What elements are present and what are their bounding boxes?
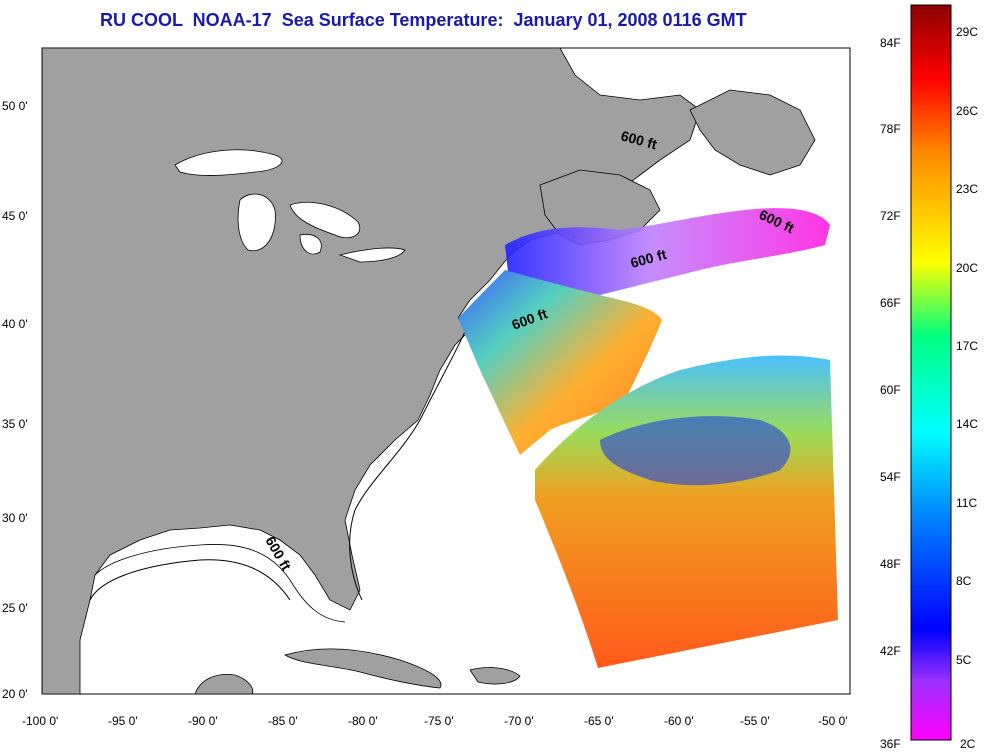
lat-label: 50 0' [2, 99, 28, 113]
f-label: 78F [880, 122, 901, 136]
lon-label: -100 0' [22, 714, 58, 728]
c-label: 26C [956, 104, 978, 118]
great-lakes [174, 149, 406, 263]
f-label: 42F [880, 644, 901, 658]
colorbar-c-labels: 29C 26C 23C 20C 17C 14C 11C 8C 5C 2C [956, 25, 978, 751]
lon-label: -55 0' [740, 714, 770, 728]
lon-label: -75 0' [424, 714, 454, 728]
lon-label: -95 0' [108, 714, 138, 728]
grid-ticks [41, 48, 851, 694]
lon-label: -50 0' [818, 714, 848, 728]
f-label: 36F [880, 737, 901, 751]
lat-label: 20 0' [2, 687, 28, 701]
f-label: 66F [880, 296, 901, 310]
f-label: 84F [880, 36, 901, 50]
lon-label: -70 0' [504, 714, 534, 728]
lat-label: 45 0' [2, 209, 28, 223]
sst-cold-patches [600, 416, 791, 486]
land-cuba [284, 648, 442, 689]
lon-label: -65 0' [584, 714, 614, 728]
lat-label: 30 0' [2, 511, 28, 525]
c-label: 29C [956, 25, 978, 39]
land-hispaniola [469, 667, 521, 685]
land-north-america [41, 47, 701, 695]
lat-label: 25 0' [2, 601, 28, 615]
land-newfoundland [689, 89, 816, 176]
lon-label: -80 0' [348, 714, 378, 728]
shelf-contour [349, 319, 471, 601]
c-label: 8C [956, 574, 972, 588]
c-label: 20C [956, 261, 978, 275]
colorbar-f-labels: 84F 78F 72F 66F 60F 54F 48F 42F 36F [880, 36, 901, 751]
c-label: 5C [956, 653, 972, 667]
c-label: 17C [956, 339, 978, 353]
colorbar [910, 4, 952, 741]
c-label: 23C [956, 182, 978, 196]
sst-swath-gulfstream [458, 270, 662, 455]
gulf-contour [89, 559, 291, 601]
lat-label: 40 0' [2, 317, 28, 331]
f-label: 54F [880, 470, 901, 484]
c-label: 14C [956, 417, 978, 431]
lon-label: -85 0' [268, 714, 298, 728]
latitude-labels: 50 0' 45 0' 40 0' 35 0' 30 0' 25 0' 20 0… [2, 99, 28, 701]
f-label: 48F [880, 557, 901, 571]
lat-label: 35 0' [2, 417, 28, 431]
lon-label: -60 0' [664, 714, 694, 728]
c-label: 2C [960, 737, 976, 751]
florida-shelf [94, 544, 346, 623]
land-yucatan [194, 673, 254, 695]
c-label: 11C [956, 496, 977, 510]
sst-swath-north [505, 208, 830, 302]
map-title: RU COOL NOAA-17 Sea Surface Temperature:… [100, 10, 747, 30]
f-label: 72F [880, 209, 901, 223]
longitude-labels: -100 0' -95 0' -90 0' -85 0' -80 0' -75 … [22, 714, 848, 728]
lon-label: -90 0' [188, 714, 218, 728]
f-label: 60F [880, 383, 901, 397]
